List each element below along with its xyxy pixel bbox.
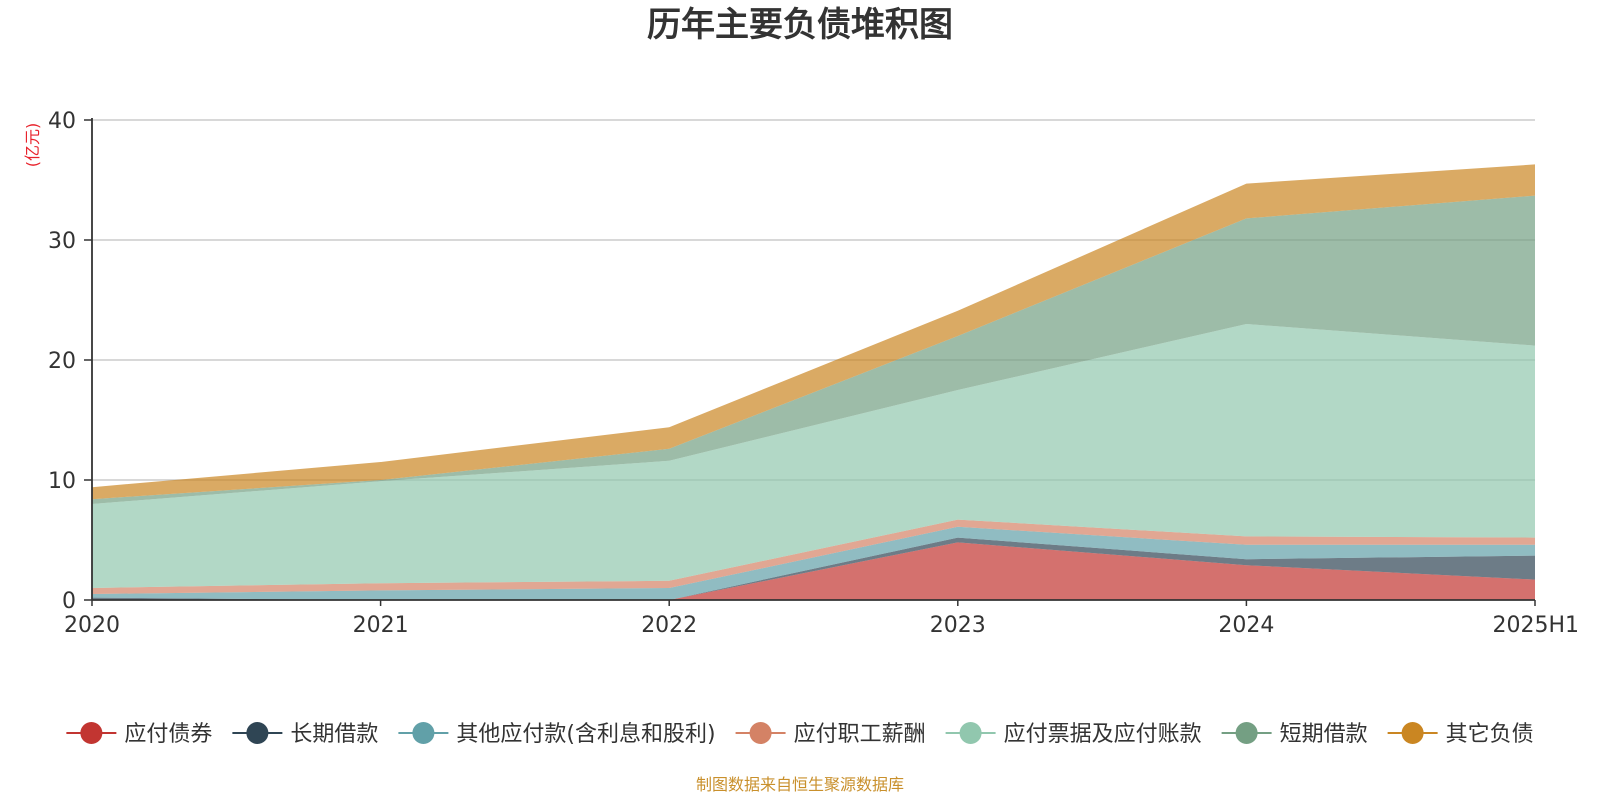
x-tick-label: 2024: [1218, 613, 1274, 638]
legend-item-0[interactable]: 应付债券: [66, 722, 212, 747]
legend-dot-symbol: [412, 722, 435, 744]
x-tick-label: 2023: [930, 613, 986, 638]
legend-dot-symbol: [749, 722, 772, 744]
legend-item-6[interactable]: 其它负债: [1387, 722, 1534, 747]
area-series-3: [92, 519, 1535, 594]
legend-dot-symbol: [1401, 722, 1424, 744]
legend-label: 应付票据及应付账款: [1004, 722, 1202, 747]
legend-label: 短期借款: [1280, 722, 1368, 747]
y-tick-label: 0: [62, 589, 76, 614]
legend-dot-symbol: [246, 722, 269, 744]
legend-label: 应付债券: [124, 722, 212, 747]
axes: 0 10 20 30 40 2020 2021 2022 2023 2024 2025H1: [48, 109, 1579, 638]
area-series-5: [92, 195, 1535, 504]
y-tick-label: 10: [48, 469, 76, 494]
x-tick-label: 2025H1: [1492, 613, 1579, 638]
legend-label: 长期借款: [290, 722, 378, 747]
area-series: [92, 164, 1535, 600]
legend-item-1[interactable]: 长期借款: [232, 722, 378, 747]
legend-item-3[interactable]: 应付职工薪酬: [735, 722, 926, 747]
y-tick-label: 40: [48, 109, 76, 134]
legend-label: 其他应付款(含利息和股利): [456, 722, 715, 747]
legend-item-2[interactable]: 其他应付款(含利息和股利): [398, 722, 716, 747]
y-tick-label: 20: [48, 349, 76, 374]
legend-label: 其它负债: [1446, 722, 1534, 747]
x-tick-label: 2022: [641, 613, 697, 638]
x-tick-label: 2020: [64, 613, 120, 638]
y-axis-unit: (亿元): [23, 123, 42, 168]
legend-dot-symbol: [1235, 722, 1258, 744]
data-source-note: 制图数据来自恒生聚源数据库: [696, 775, 904, 794]
legend[interactable]: 应付债券 长期借款 其他应付款(含利息和股利) 应付职工薪酬 应付票据及应付账款 短期借款…: [66, 722, 1534, 747]
legend-item-4[interactable]: 应付票据及应付账款: [945, 722, 1202, 747]
chart-title: 历年主要负债堆积图: [647, 5, 953, 45]
area-series-6: [92, 164, 1535, 500]
legend-item-5[interactable]: 短期借款: [1221, 722, 1368, 747]
y-tick-label: 30: [48, 229, 76, 254]
legend-dot-symbol: [959, 722, 982, 744]
area-series-4: [92, 324, 1535, 588]
x-tick-label: 2021: [353, 613, 409, 638]
legend-dot-symbol: [80, 722, 103, 744]
legend-label: 应付职工薪酬: [794, 722, 926, 747]
area-series-2: [92, 526, 1535, 600]
